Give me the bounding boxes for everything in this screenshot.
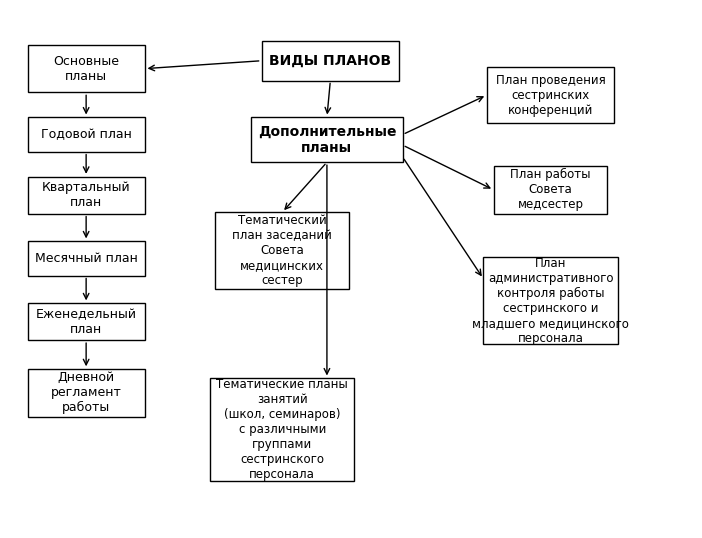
Text: Квартальный
план: Квартальный план [42, 181, 131, 209]
Text: Еженедельный
план: Еженедельный план [36, 308, 137, 336]
Bar [494, 166, 607, 214]
Text: Тематический
план заседаний
Совета
медицинских
сестер: Тематический план заседаний Совета медиц… [232, 214, 332, 287]
Bar [27, 176, 145, 214]
Bar [215, 213, 350, 289]
Text: План работы
Совета
медсестер: План работы Совета медсестер [510, 168, 591, 211]
Bar [27, 242, 145, 275]
Text: ВИДЫ ПЛАНОВ: ВИДЫ ПЛАНОВ [270, 54, 392, 68]
Bar [27, 117, 145, 152]
Bar [262, 41, 399, 81]
Text: Тематические планы
занятий
(школ, семинаров)
с различными
группами
сестринского
: Тематические планы занятий (школ, семина… [216, 378, 348, 482]
Bar [487, 67, 614, 123]
Bar [27, 369, 145, 416]
Bar [210, 378, 355, 481]
Bar [27, 303, 145, 340]
Bar [251, 117, 403, 162]
Text: План
административного
контроля работы
сестринского и
младшего медицинского
перс: План административного контроля работы с… [472, 257, 629, 345]
Bar [484, 257, 618, 344]
Text: Основные
планы: Основные планы [53, 55, 119, 83]
Text: План проведения
сестринских
конференций: План проведения сестринских конференций [496, 74, 605, 117]
Text: Дневной
регламент
работы: Дневной регламент работы [51, 371, 121, 414]
Text: Месячный план: Месячный план [34, 252, 138, 265]
Text: Дополнительные
планы: Дополнительные планы [258, 125, 396, 155]
Text: Годовой план: Годовой план [41, 128, 131, 141]
Bar [27, 45, 145, 93]
